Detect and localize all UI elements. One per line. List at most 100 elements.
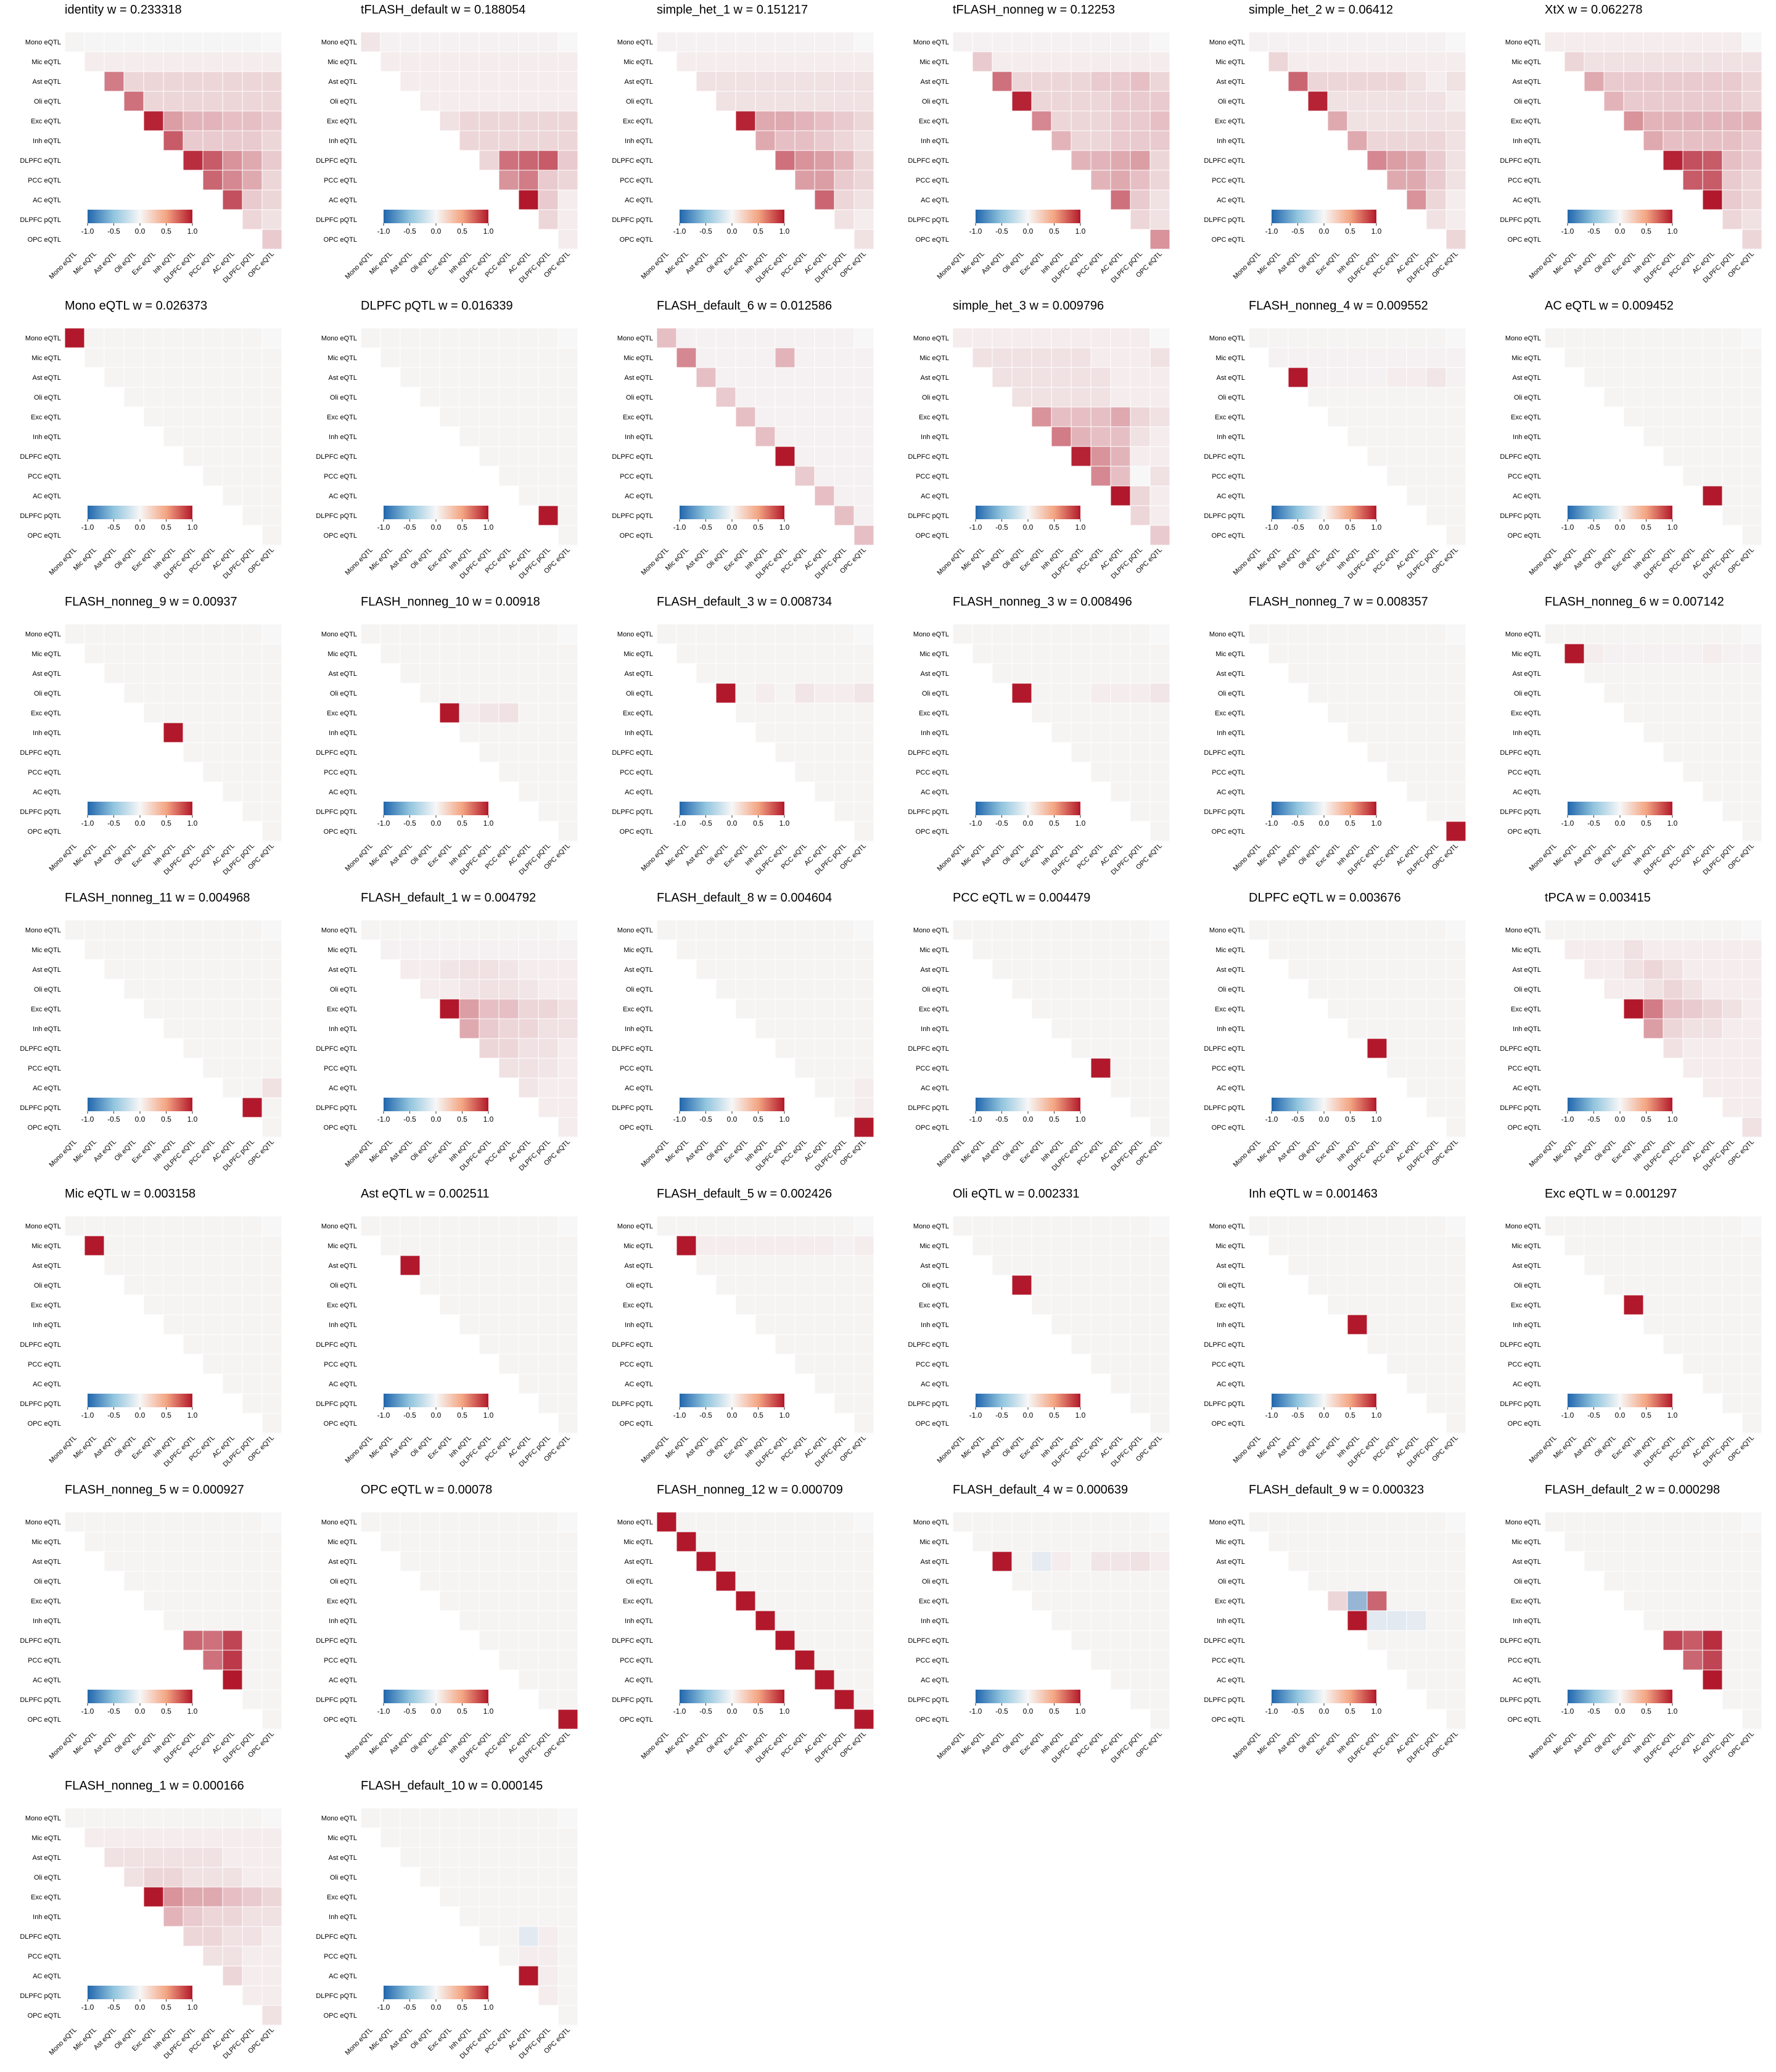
heatmap-cell bbox=[775, 1235, 796, 1256]
row-label: OPC eQTL bbox=[620, 828, 653, 836]
colorbar-tick-label: -1.0 bbox=[673, 1411, 686, 1420]
heatmap-cell bbox=[1071, 347, 1092, 368]
row-label: AC eQTL bbox=[329, 493, 357, 500]
row-label: DLPFC pQTL bbox=[316, 512, 357, 520]
heatmap-cell bbox=[143, 1551, 164, 1572]
panel-title: Mic eQTL w = 0.003158 bbox=[65, 1187, 195, 1201]
heatmap-cell bbox=[1663, 979, 1684, 1000]
heatmap-cell bbox=[498, 1946, 519, 1967]
heatmap-cell bbox=[518, 1610, 539, 1631]
panel-title: FLASH_default_3 w = 0.008734 bbox=[657, 595, 832, 609]
heatmap-cell bbox=[1110, 683, 1131, 704]
heatmap-cell bbox=[1327, 702, 1348, 723]
heatmap-cell bbox=[1307, 1215, 1328, 1236]
heatmap-cell bbox=[1149, 1077, 1170, 1098]
heatmap-cell bbox=[735, 71, 756, 92]
heatmap-cell bbox=[1445, 1314, 1466, 1335]
heatmap-cell bbox=[1623, 939, 1644, 960]
heatmap-cell bbox=[952, 1215, 973, 1236]
heatmap-cell bbox=[1367, 1275, 1388, 1296]
heatmap-cell bbox=[518, 1847, 539, 1868]
heatmap-cell bbox=[518, 1373, 539, 1394]
heatmap-cell bbox=[1307, 51, 1328, 72]
heatmap-cell bbox=[459, 643, 480, 664]
heatmap-cell bbox=[459, 1551, 480, 1572]
heatmap-cell bbox=[814, 1215, 835, 1236]
heatmap-cell bbox=[1327, 1511, 1348, 1532]
heatmap-cell bbox=[676, 31, 697, 52]
colorbar-tick-label: 1.0 bbox=[779, 227, 790, 236]
heatmap-cell bbox=[1090, 31, 1111, 52]
heatmap-cell bbox=[459, 327, 480, 348]
heatmap-cell bbox=[853, 1275, 874, 1296]
heatmap-cell bbox=[1722, 762, 1743, 783]
row-label: Oli eQTL bbox=[1218, 1282, 1245, 1289]
heatmap-cell bbox=[123, 51, 144, 72]
heatmap-cell bbox=[459, 1275, 480, 1296]
heatmap-cell bbox=[1386, 1650, 1407, 1671]
heatmap-cell bbox=[1110, 1038, 1131, 1059]
heatmap-cell bbox=[755, 663, 776, 684]
heatmap-cell bbox=[1367, 959, 1388, 980]
row-label: Inh eQTL bbox=[33, 1322, 61, 1329]
colorbar-tick-label: 0.5 bbox=[753, 1411, 763, 1420]
heatmap-cell bbox=[1603, 1255, 1624, 1276]
colorbar-tick-label: 0.5 bbox=[1049, 227, 1059, 236]
row-label: Mono eQTL bbox=[1209, 631, 1245, 638]
heatmap-cell bbox=[222, 623, 243, 644]
heatmap-cell bbox=[400, 1235, 421, 1256]
heatmap-cell bbox=[123, 1867, 144, 1888]
heatmap-cell bbox=[1031, 71, 1052, 92]
heatmap-cell bbox=[163, 71, 184, 92]
heatmap-cell bbox=[794, 1038, 815, 1059]
heatmap-cell bbox=[1702, 1058, 1723, 1079]
heatmap-cell bbox=[242, 643, 263, 664]
heatmap-cell bbox=[1327, 71, 1348, 92]
heatmap-cell bbox=[143, 643, 164, 664]
heatmap-cell bbox=[1149, 998, 1170, 1019]
heatmap-cell bbox=[775, 1314, 796, 1335]
heatmap-cell bbox=[1347, 367, 1368, 388]
heatmap-cell bbox=[755, 1531, 776, 1552]
heatmap-cell bbox=[1663, 1571, 1684, 1592]
heatmap-cell bbox=[222, 1807, 243, 1828]
heatmap-cell bbox=[557, 1689, 578, 1710]
heatmap-cell bbox=[557, 683, 578, 704]
row-label: Mono eQTL bbox=[617, 631, 653, 638]
heatmap-cell bbox=[794, 426, 815, 447]
heatmap-cell bbox=[1406, 1571, 1427, 1592]
row-label: Mono eQTL bbox=[25, 1223, 61, 1230]
colorbar bbox=[384, 1098, 488, 1111]
colorbar-tick-label: 0.0 bbox=[1319, 227, 1330, 236]
heatmap-cell bbox=[1603, 367, 1624, 388]
row-label: Oli eQTL bbox=[922, 394, 949, 401]
heatmap-cell bbox=[498, 91, 519, 112]
heatmap-cell bbox=[242, 683, 263, 704]
heatmap-cell bbox=[1149, 742, 1170, 763]
heatmap-cell bbox=[1347, 959, 1368, 980]
colorbar-tick-label: 0.0 bbox=[727, 523, 738, 532]
heatmap-cell bbox=[84, 1235, 105, 1256]
heatmap-cell bbox=[557, 1867, 578, 1888]
heatmap-cell bbox=[143, 683, 164, 704]
heatmap-cell bbox=[479, 1886, 500, 1907]
panel-title: Oli eQTL w = 0.002331 bbox=[953, 1187, 1080, 1201]
heatmap-cell bbox=[1426, 1393, 1447, 1414]
heatmap-cell bbox=[1090, 406, 1111, 427]
heatmap-cell bbox=[834, 426, 855, 447]
colorbar-tick-label: 0.5 bbox=[1345, 1115, 1355, 1124]
heatmap-cell bbox=[242, 505, 263, 526]
heatmap-cell bbox=[1031, 327, 1052, 348]
heatmap-cell bbox=[498, 1058, 519, 1079]
heatmap-cell bbox=[183, 1215, 204, 1236]
row-label: DLPFC pQTL bbox=[20, 1104, 61, 1112]
colorbar-tick-label: 1.0 bbox=[1371, 819, 1382, 828]
heatmap-cell bbox=[1149, 91, 1170, 112]
heatmap-cell bbox=[1445, 979, 1466, 1000]
row-label: Inh eQTL bbox=[1513, 138, 1541, 145]
colorbar-tick-label: -1.0 bbox=[969, 1115, 982, 1124]
heatmap-cell bbox=[1367, 150, 1388, 171]
colorbar-tick-label: -0.5 bbox=[1587, 1115, 1600, 1124]
heatmap-cell bbox=[261, 347, 282, 368]
